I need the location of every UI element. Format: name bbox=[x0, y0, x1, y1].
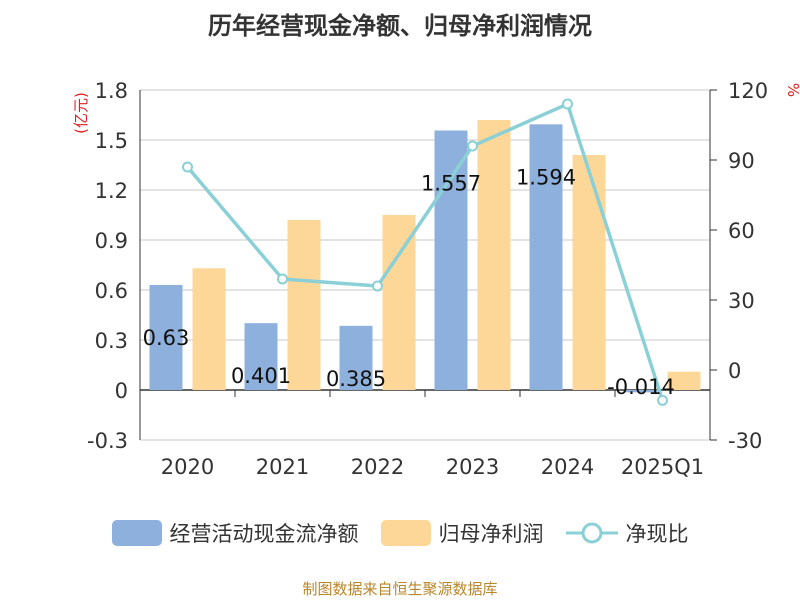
legend-label-ratio: 净现比 bbox=[625, 522, 689, 546]
data-label-cashflow: 0.385 bbox=[326, 367, 386, 391]
legend: 经营活动现金流净额 归母净利润 净现比 bbox=[0, 518, 800, 548]
bar-cashflow bbox=[244, 323, 278, 390]
x-tick-label: 2021 bbox=[256, 455, 309, 479]
x-tick-label: 2025Q1 bbox=[621, 455, 704, 479]
legend-item-cashflow[interactable]: 经营活动现金流净额 bbox=[111, 518, 359, 548]
legend-label-cashflow: 经营活动现金流净额 bbox=[169, 522, 359, 546]
bar-cashflow bbox=[149, 285, 183, 390]
legend-swatch-cashflow bbox=[111, 520, 162, 546]
legend-label-net-profit: 归母净利润 bbox=[438, 522, 544, 546]
y-left-tick-label: 1.5 bbox=[95, 129, 128, 153]
bar-cashflow bbox=[624, 390, 658, 393]
y-left-tick-label: 0.6 bbox=[95, 279, 128, 303]
y-left-tick-label: 0.3 bbox=[95, 329, 128, 353]
y-right-axis-label: % bbox=[784, 83, 800, 97]
bar-net-profit bbox=[287, 220, 321, 390]
x-tick-label: 2022 bbox=[351, 455, 404, 479]
chart-title: 历年经营现金净额、归母净利润情况 bbox=[208, 12, 592, 40]
data-label-cashflow: 0.401 bbox=[231, 364, 291, 388]
y-right-tick-label: 90 bbox=[728, 149, 755, 173]
y-right-tick-label: 60 bbox=[728, 219, 755, 243]
legend-swatch-net-profit bbox=[380, 520, 431, 546]
y-left-tick-label: -0.3 bbox=[87, 429, 128, 453]
bar-cashflow bbox=[339, 325, 373, 390]
bar-net-profit bbox=[667, 371, 701, 390]
y-left-tick-label: 1.2 bbox=[95, 179, 128, 203]
data-label-cashflow: 1.594 bbox=[516, 165, 576, 189]
y-left-axis-label: (亿元) bbox=[72, 92, 90, 134]
bar-cashflow bbox=[434, 130, 468, 390]
ratio-point bbox=[277, 273, 288, 285]
x-tick-label: 2020 bbox=[161, 455, 214, 479]
ratio-point bbox=[467, 140, 478, 152]
y-right-tick-label: 120 bbox=[728, 79, 768, 103]
data-label-cashflow: -0.014 bbox=[607, 375, 675, 399]
legend-item-net-profit[interactable]: 归母净利润 bbox=[380, 518, 544, 548]
ratio-point bbox=[562, 98, 573, 110]
data-label-cashflow: 0.63 bbox=[143, 326, 190, 350]
data-label-cashflow: 1.557 bbox=[421, 172, 481, 196]
source-note: 制图数据来自恒生聚源数据库 bbox=[302, 580, 498, 598]
bar-cashflow bbox=[529, 124, 563, 390]
legend-swatch-ratio bbox=[565, 522, 618, 544]
y-left-tick-label: 0 bbox=[115, 379, 128, 403]
y-right-tick-label: -30 bbox=[728, 429, 762, 453]
y-left-tick-label: 1.8 bbox=[95, 79, 128, 103]
bar-net-profit bbox=[192, 268, 226, 390]
ratio-point bbox=[182, 161, 193, 173]
x-tick-label: 2024 bbox=[541, 455, 594, 479]
ratio-point bbox=[657, 394, 668, 406]
ratio-point bbox=[372, 280, 383, 292]
y-left-tick-label: 0.9 bbox=[95, 229, 128, 253]
bar-net-profit bbox=[572, 155, 606, 390]
ratio-line bbox=[186, 102, 665, 401]
legend-item-ratio[interactable]: 净现比 bbox=[565, 518, 689, 548]
bar-net-profit bbox=[382, 215, 416, 390]
y-right-tick-label: 0 bbox=[728, 359, 741, 383]
x-tick-label: 2023 bbox=[446, 455, 499, 479]
y-right-tick-label: 30 bbox=[728, 289, 755, 313]
bar-net-profit bbox=[477, 120, 511, 390]
